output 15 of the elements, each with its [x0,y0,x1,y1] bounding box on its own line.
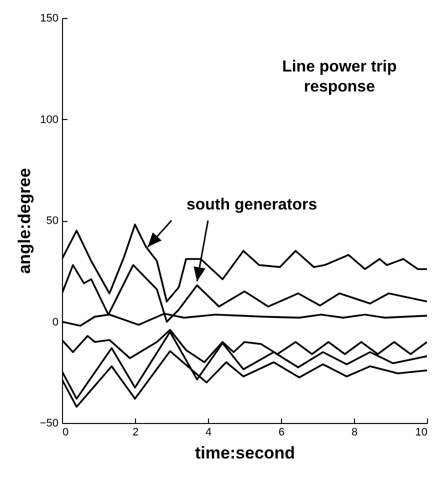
annotation: Line power trip response [282,58,397,96]
y-axis-title: angle:degree [14,168,34,274]
x-tick-label: 4 [205,426,212,438]
y-tick-label: 150 [40,12,58,24]
y-tick-label: −50 [40,418,58,430]
x-axis-title: time:second [194,444,296,462]
x-tick-label: 2 [132,426,139,438]
x-tick-label: 0 [62,426,69,438]
y-tick-label: 100 [40,114,58,126]
x-tick-label: 10 [415,426,428,438]
y-tick-label: 50 [46,215,58,227]
x-tick-label: 6 [278,426,285,438]
annotation: south generators [186,196,318,214]
y-tick-label: 0 [52,316,58,328]
x-tick-label: 8 [351,426,358,438]
